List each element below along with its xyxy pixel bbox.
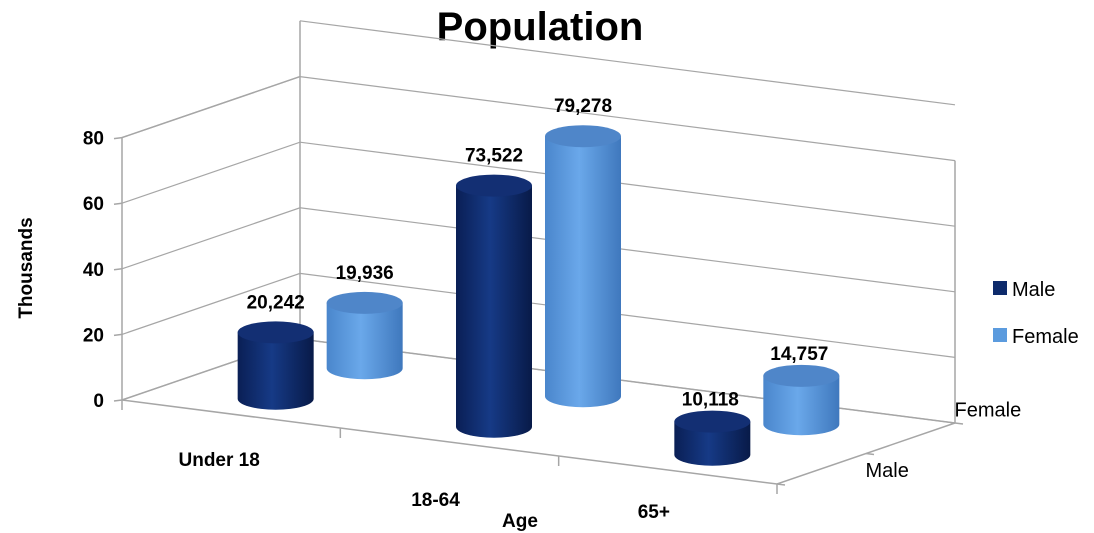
cylinder-top <box>763 364 840 387</box>
y-tick-mark <box>113 136 123 140</box>
gridline <box>299 20 956 106</box>
legend: Male Female <box>993 279 1079 348</box>
cylinder-top <box>237 321 314 344</box>
cylinder-top <box>326 291 403 314</box>
gridline <box>121 141 956 227</box>
data-labels: 19,936 79,278 14,757 20,242 73,522 10,118 <box>247 96 829 410</box>
cylinder-body <box>456 185 532 438</box>
depth-tick-mark <box>954 422 964 425</box>
cylinder-body <box>674 421 751 466</box>
cylinder-body <box>545 136 621 408</box>
legend-label-male: Male <box>1012 279 1055 301</box>
depth-tick-mark <box>865 452 875 456</box>
data-label: 20,242 <box>247 292 305 313</box>
y-tick-mark <box>113 399 123 402</box>
bar-male-2 <box>674 410 751 466</box>
y-tick-mark <box>113 268 123 271</box>
legend-swatch-female <box>993 328 1007 342</box>
x-category-label: Under 18 <box>179 450 260 471</box>
depth-tick-mark <box>776 483 786 486</box>
data-label: 14,757 <box>770 344 828 365</box>
chart-bars <box>237 125 840 466</box>
y-tick-label: 40 <box>83 260 104 281</box>
legend-label-female: Female <box>1012 326 1079 348</box>
bar-female-1 <box>545 125 621 408</box>
data-label: 19,936 <box>336 263 394 284</box>
bar-male-0 <box>237 321 314 410</box>
legend-swatch-male <box>993 281 1007 295</box>
x-axis-categories: Under 18 18-64 65+ <box>179 450 670 523</box>
y-tick-label: 60 <box>83 194 104 215</box>
bar-male-1 <box>456 174 532 438</box>
cylinder-top <box>674 410 751 433</box>
bar-female-2 <box>763 364 840 436</box>
data-label: 73,522 <box>465 146 523 167</box>
y-tick-mark <box>113 333 123 337</box>
chart-title: Population <box>437 5 644 49</box>
x-category-label: 18-64 <box>411 490 460 511</box>
x-axis-title: Age <box>502 511 538 532</box>
gridline <box>121 207 956 293</box>
cylinder-body <box>763 375 840 436</box>
y-tick-label: 20 <box>83 325 104 346</box>
depth-axis-label: Female <box>955 399 1022 421</box>
y-tick-label: 0 <box>93 391 104 412</box>
y-tick-mark <box>113 202 123 205</box>
y-axis-title: Thousands <box>16 217 37 318</box>
depth-axis-labels: Male Female <box>866 399 1022 482</box>
depth-axis-label: Male <box>866 460 909 482</box>
y-tick-label: 80 <box>83 129 104 150</box>
cylinder-body <box>237 332 314 410</box>
cylinder-top <box>456 174 532 197</box>
data-label: 10,118 <box>682 390 739 411</box>
bar-female-0 <box>326 291 403 380</box>
left-wall-top-edge <box>121 75 301 139</box>
cylinder-body <box>326 302 403 380</box>
cylinder-top <box>545 125 621 148</box>
data-label: 79,278 <box>554 96 612 117</box>
y-axis-ticks: 0 20 40 60 80 <box>83 129 104 412</box>
x-category-label: 65+ <box>638 502 670 523</box>
